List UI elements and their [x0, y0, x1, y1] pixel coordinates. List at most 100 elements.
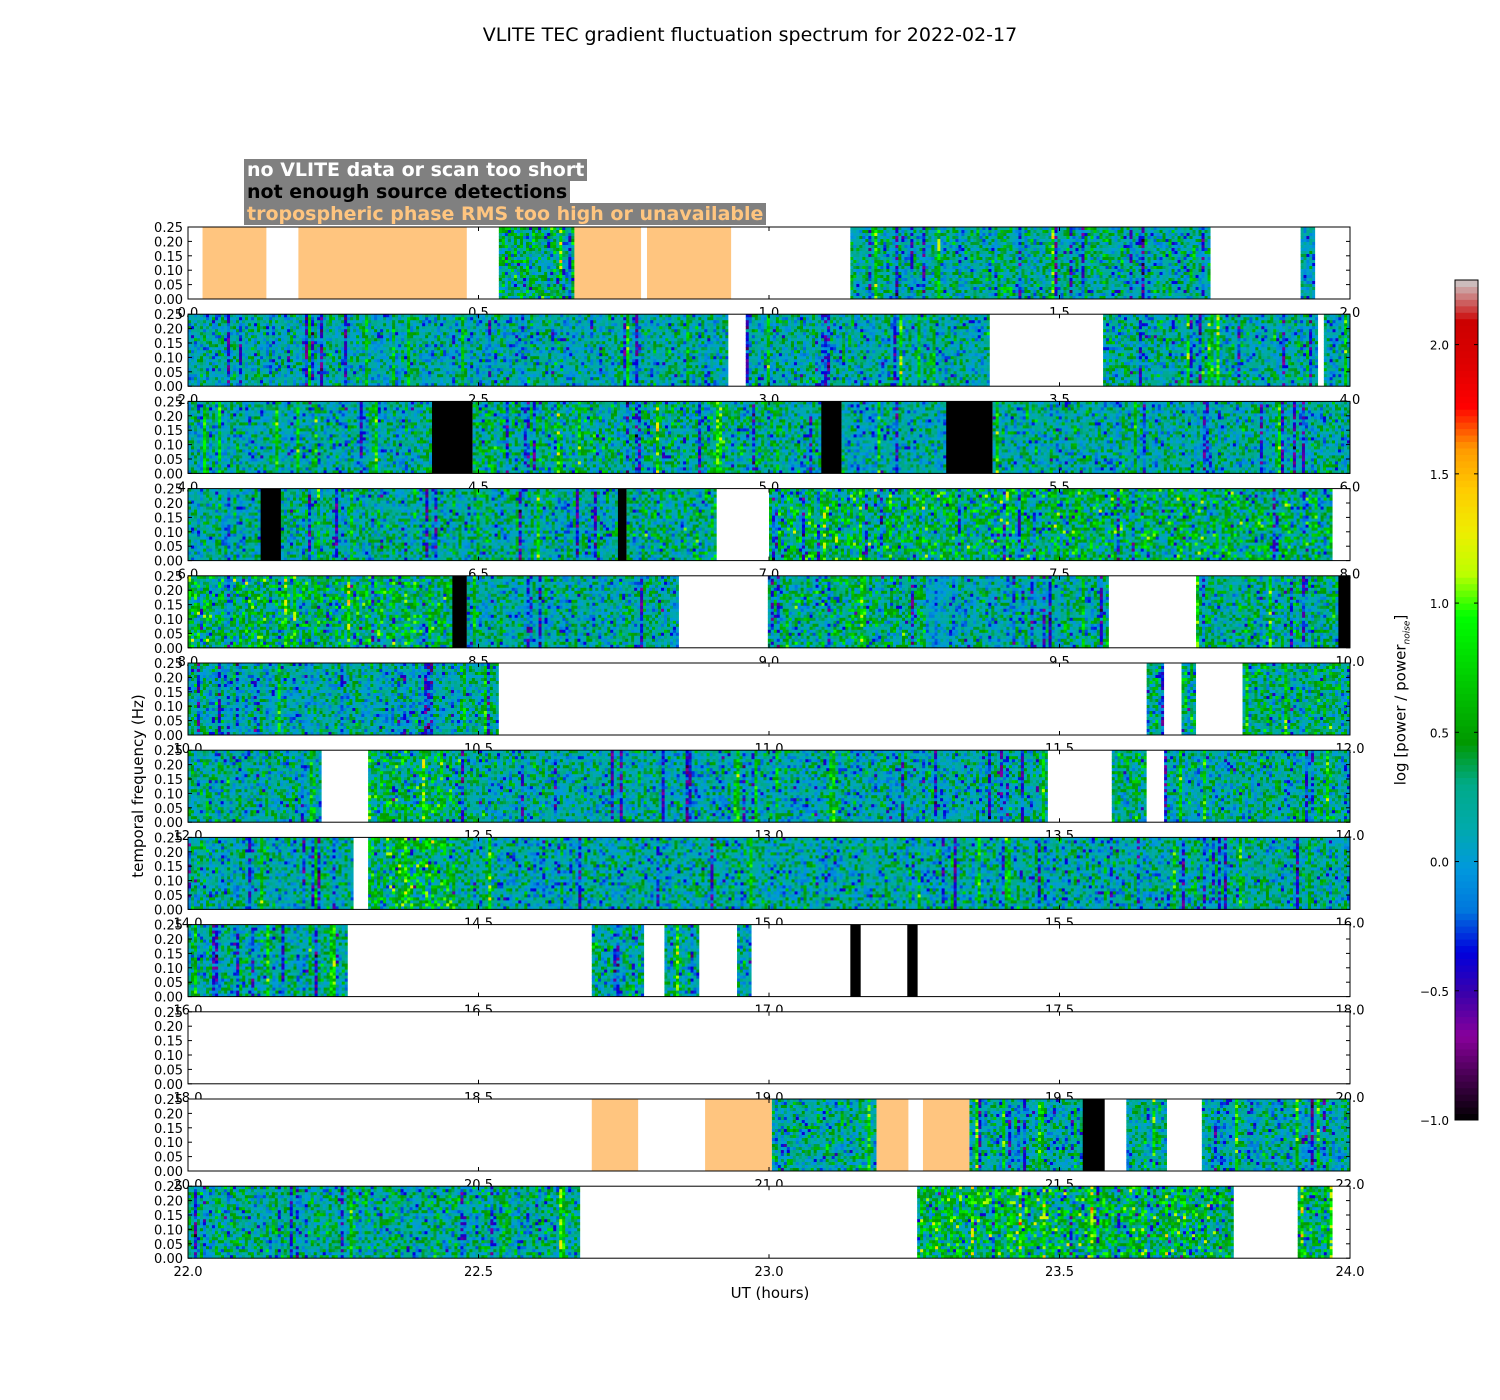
heatmap-cell — [850, 257, 853, 260]
heatmap-cell — [499, 284, 502, 287]
heatmap-cell — [877, 227, 880, 230]
heatmap-cell — [868, 245, 871, 248]
heatmap-cell — [520, 236, 523, 239]
heatmap-cell — [505, 278, 508, 281]
heatmap-cell — [871, 230, 874, 233]
heatmap-cell — [553, 260, 556, 263]
heatmap-cell — [520, 281, 523, 284]
heatmap-cell — [508, 272, 511, 275]
heatmap-cell — [868, 290, 871, 293]
heatmap-cell — [850, 242, 853, 245]
heatmap-cell — [514, 263, 517, 266]
heatmap-cell — [505, 257, 508, 260]
heatmap-cell — [544, 236, 547, 239]
flag-white — [731, 227, 850, 299]
heatmap-cell — [865, 245, 868, 248]
heatmap-cell — [547, 239, 550, 242]
heatmap-cell — [571, 263, 574, 266]
heatmap-cell — [511, 293, 514, 296]
heatmap-cell — [865, 281, 868, 284]
heatmap-cell — [877, 254, 880, 257]
heatmap-cell — [523, 242, 526, 245]
heatmap-cell — [874, 233, 877, 236]
heatmap-cell — [856, 248, 859, 251]
heatmap-cell — [559, 257, 562, 260]
heatmap-cell — [505, 230, 508, 233]
heatmap-cell — [523, 278, 526, 281]
heatmap-cell — [526, 254, 529, 257]
heatmap-cell — [511, 230, 514, 233]
heatmap-cell — [499, 233, 502, 236]
heatmap-cell — [862, 260, 865, 263]
heatmap-cell — [550, 260, 553, 263]
heatmap-cell — [526, 245, 529, 248]
heatmap-cell — [559, 230, 562, 233]
heatmap-cell — [529, 278, 532, 281]
heatmap-cell — [565, 287, 568, 290]
heatmap-cell — [529, 287, 532, 290]
heatmap-cell — [562, 293, 565, 296]
heatmap-cell — [532, 284, 535, 287]
heatmap-cell — [547, 257, 550, 260]
legend-entry-orange: tropospheric phase RMS too high or unava… — [244, 203, 766, 225]
heatmap-cell — [571, 287, 574, 290]
heatmap-cell — [556, 266, 559, 269]
heatmap-cell — [526, 239, 529, 242]
heatmap-cell — [532, 272, 535, 275]
heatmap-cell — [547, 287, 550, 290]
heatmap-cell — [568, 236, 571, 239]
heatmap-cell — [556, 242, 559, 245]
heatmap-cell — [508, 254, 511, 257]
heatmap-cell — [859, 248, 862, 251]
heatmap-cell — [541, 251, 544, 254]
heatmap-cell — [535, 248, 538, 251]
heatmap-cell — [529, 245, 532, 248]
heatmap-cell — [553, 239, 556, 242]
heatmap-cell — [559, 281, 562, 284]
heatmap-cell — [541, 269, 544, 272]
heatmap-cell — [532, 248, 535, 251]
heatmap-cell — [511, 296, 514, 299]
heatmap-cell — [562, 266, 565, 269]
heatmap-cell — [505, 251, 508, 254]
heatmap-cell — [532, 263, 535, 266]
heatmap-cell — [520, 230, 523, 233]
heatmap-cell — [556, 278, 559, 281]
heatmap-cell — [502, 278, 505, 281]
panel-0: 0.000.050.100.150.200.250.0 0.5 1.0 1.5 2.0 — [154, 221, 1360, 321]
heatmap-cell — [856, 227, 859, 230]
heatmap-cell — [874, 296, 877, 299]
heatmap-cell — [556, 233, 559, 236]
heatmap-cell — [541, 287, 544, 290]
heatmap-cell — [541, 272, 544, 275]
heatmap-cell — [553, 272, 556, 275]
heatmap-cell — [871, 233, 874, 236]
heatmap-cell — [547, 281, 550, 284]
heatmap-cell — [544, 269, 547, 272]
heatmap-cell — [529, 263, 532, 266]
heatmap-cell — [553, 281, 556, 284]
heatmap-cell — [544, 266, 547, 269]
heatmap-cell — [856, 278, 859, 281]
heatmap-cell — [868, 269, 871, 272]
heatmap-cell — [529, 284, 532, 287]
heatmap-cell — [868, 251, 871, 254]
heatmap-cell — [856, 257, 859, 260]
heatmap-cell — [850, 263, 853, 266]
heatmap-cell — [547, 251, 550, 254]
heatmap-cell — [502, 248, 505, 251]
heatmap-cell — [511, 266, 514, 269]
heatmap-cell — [502, 296, 505, 299]
heatmap-cell — [535, 290, 538, 293]
heatmap-cell — [523, 293, 526, 296]
heatmap-cell — [853, 227, 856, 230]
heatmap-cell — [868, 242, 871, 245]
heatmap-cell — [568, 281, 571, 284]
heatmap-cell — [523, 227, 526, 230]
heatmap-cell — [514, 233, 517, 236]
heatmap-cell — [505, 293, 508, 296]
heatmap-cell — [853, 290, 856, 293]
heatmap-cell — [517, 260, 520, 263]
x-axis-label: UT (hours) — [731, 1284, 810, 1302]
heatmap-cell — [565, 227, 568, 230]
